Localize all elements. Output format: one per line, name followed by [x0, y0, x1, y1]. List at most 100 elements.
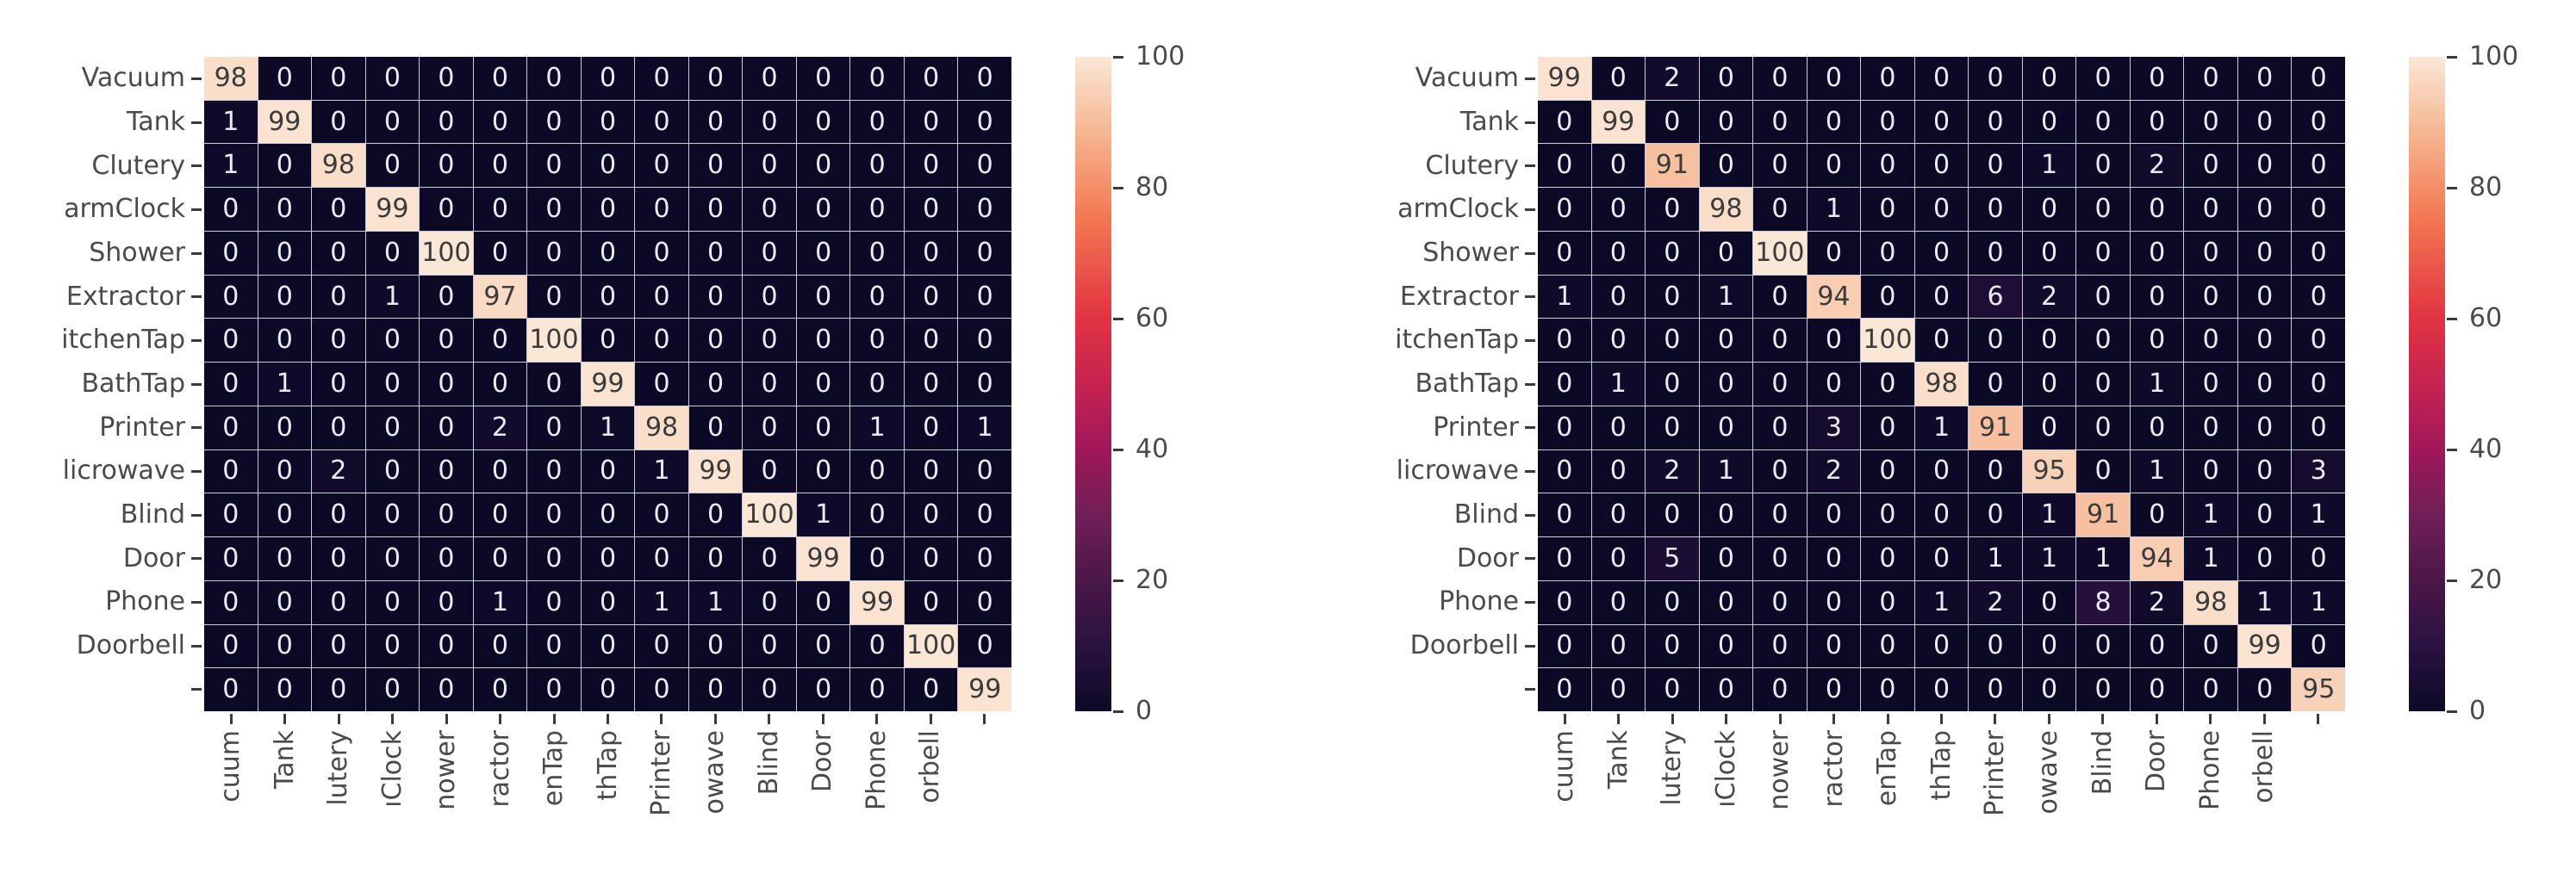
heatmap-cell: 0: [796, 231, 850, 275]
heatmap-cell: 97: [473, 275, 527, 319]
heatmap-cell: 0: [2130, 493, 2184, 537]
heatmap-cell: 0: [2237, 144, 2292, 188]
heatmap-cell: 0: [1591, 668, 1646, 711]
heatmap-cell: 0: [2237, 57, 2292, 100]
heatmap-cell: 2: [2130, 144, 2184, 188]
x-axis-tick: [1832, 714, 1836, 724]
y-tick-label: armClock: [1397, 194, 1519, 225]
heatmap-cell: 0: [1807, 100, 1861, 144]
heatmap-cell: 0: [688, 363, 743, 406]
heatmap-cell: 0: [312, 668, 365, 711]
heatmap-cell: 100: [743, 493, 796, 537]
x-tick-label: nower: [1764, 730, 1795, 810]
heatmap-cell: 0: [204, 275, 258, 319]
y-axis-tick: [191, 688, 202, 691]
heatmap-cell: 0: [1861, 188, 1914, 231]
heatmap-cell: 0: [850, 668, 904, 711]
heatmap-cell: 0: [796, 624, 850, 668]
heatmap-cell: 0: [312, 406, 365, 449]
heatmap-cell: 0: [1538, 319, 1591, 363]
heatmap-cell: 0: [581, 537, 635, 580]
y-axis-tick: [191, 295, 202, 299]
heatmap-cell: 0: [635, 624, 688, 668]
heatmap-cell: 0: [958, 449, 1011, 493]
heatmap-cell: 0: [2184, 144, 2237, 188]
heatmap-cell: 0: [796, 100, 850, 144]
y-axis-tick: [191, 426, 202, 430]
colorbar-tick-label: 60: [1136, 303, 1169, 333]
heatmap-cell: 0: [1914, 624, 1969, 668]
x-axis-tick: [929, 714, 932, 724]
heatmap-cell: 0: [688, 319, 743, 363]
heatmap-cell: 0: [688, 537, 743, 580]
heatmap-cell: 99: [1538, 57, 1591, 100]
heatmap-cell: 0: [1699, 231, 1753, 275]
heatmap-cell: 0: [1753, 57, 1807, 100]
heatmap-cell: 0: [312, 275, 365, 319]
heatmap-cell: 0: [850, 319, 904, 363]
heatmap-cell: 0: [258, 449, 312, 493]
heatmap-cell: 100: [904, 624, 958, 668]
heatmap-cell: 0: [688, 144, 743, 188]
y-axis-tick: [1525, 208, 1535, 211]
heatmap-cell: 94: [1807, 275, 1861, 319]
colorbar-tick-label: 0: [1136, 696, 1153, 726]
colorbar-tick-label: 100: [2469, 41, 2519, 71]
heatmap-cell: 0: [796, 406, 850, 449]
heatmap-cell: 0: [365, 493, 420, 537]
y-axis-tick: [1525, 426, 1535, 430]
heatmap-cell: 0: [2292, 231, 2345, 275]
heatmap-cell: 0: [312, 537, 365, 580]
heatmap-cell: 0: [420, 188, 473, 231]
heatmap-cell: 0: [258, 624, 312, 668]
heatmap-cell: 0: [635, 493, 688, 537]
x-axis-tick: [1671, 714, 1674, 724]
heatmap-cell: 1: [1969, 537, 2022, 580]
x-tick-label: Blind: [2087, 730, 2118, 796]
heatmap-cell: 98: [1914, 363, 1969, 406]
heatmap-cell: 0: [258, 57, 312, 100]
heatmap-cell: 0: [473, 57, 527, 100]
y-axis-tick: [1525, 513, 1535, 517]
heatmap-cell: 0: [581, 624, 635, 668]
heatmap-cell: 2: [1646, 57, 1699, 100]
y-axis-tick: [1525, 382, 1535, 386]
heatmap-cell: 94: [2130, 537, 2184, 580]
x-axis-tick: [660, 714, 663, 724]
y-axis-tick: [1525, 688, 1535, 691]
heatmap-cell: 1: [635, 580, 688, 624]
heatmap-cell: 1: [473, 580, 527, 624]
y-tick-label: Extractor: [65, 281, 185, 312]
heatmap-cell: 1: [2022, 493, 2076, 537]
heatmap-cell: 0: [1591, 275, 1646, 319]
heatmap-cell: 0: [204, 363, 258, 406]
x-tick-label: orbell: [2249, 730, 2280, 803]
heatmap-cell: 0: [958, 231, 1011, 275]
heatmap-cell: 98: [1699, 188, 1753, 231]
x-tick-label: owave: [2033, 730, 2064, 815]
heatmap-cell: 0: [904, 668, 958, 711]
heatmap-cell: 0: [688, 668, 743, 711]
heatmap-cell: 0: [1538, 144, 1591, 188]
heatmap-cell: 0: [1753, 319, 1807, 363]
heatmap-cell: 0: [904, 57, 958, 100]
heatmap-cell: 0: [1646, 100, 1699, 144]
heatmap-cell: 0: [743, 188, 796, 231]
heatmap-cell: 0: [365, 449, 420, 493]
heatmap-cell: 0: [1646, 231, 1699, 275]
x-axis-tick: [499, 714, 502, 724]
heatmap-cell: 0: [796, 580, 850, 624]
heatmap-cell: 0: [1538, 493, 1591, 537]
heatmap-cell: 0: [1807, 144, 1861, 188]
heatmap-cell: 0: [1538, 449, 1591, 493]
heatmap-cell: 0: [904, 580, 958, 624]
heatmap-cell: 0: [581, 100, 635, 144]
y-tick-label: BathTap: [1415, 369, 1519, 399]
heatmap-cell: 0: [1699, 406, 1753, 449]
heatmap-cell: 0: [420, 319, 473, 363]
heatmap-cell: 0: [958, 493, 1011, 537]
heatmap-cell: 0: [581, 493, 635, 537]
heatmap-cell: 0: [743, 449, 796, 493]
heatmap-cell: 1: [2130, 449, 2184, 493]
